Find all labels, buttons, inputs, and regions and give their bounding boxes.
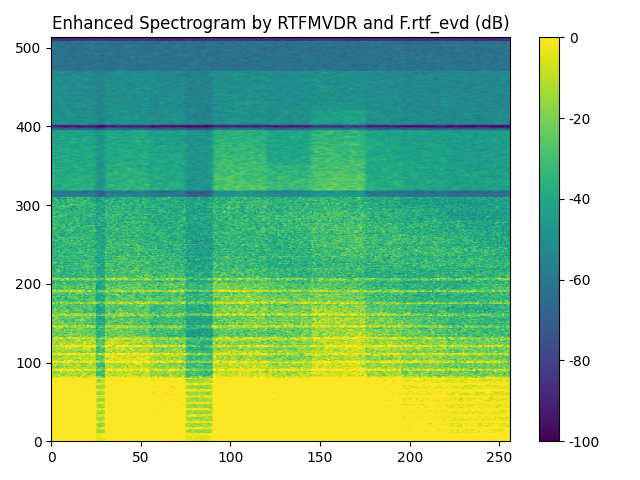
Title: Enhanced Spectrogram by RTFMVDR and F.rtf_evd (dB): Enhanced Spectrogram by RTFMVDR and F.rt…	[52, 15, 509, 33]
